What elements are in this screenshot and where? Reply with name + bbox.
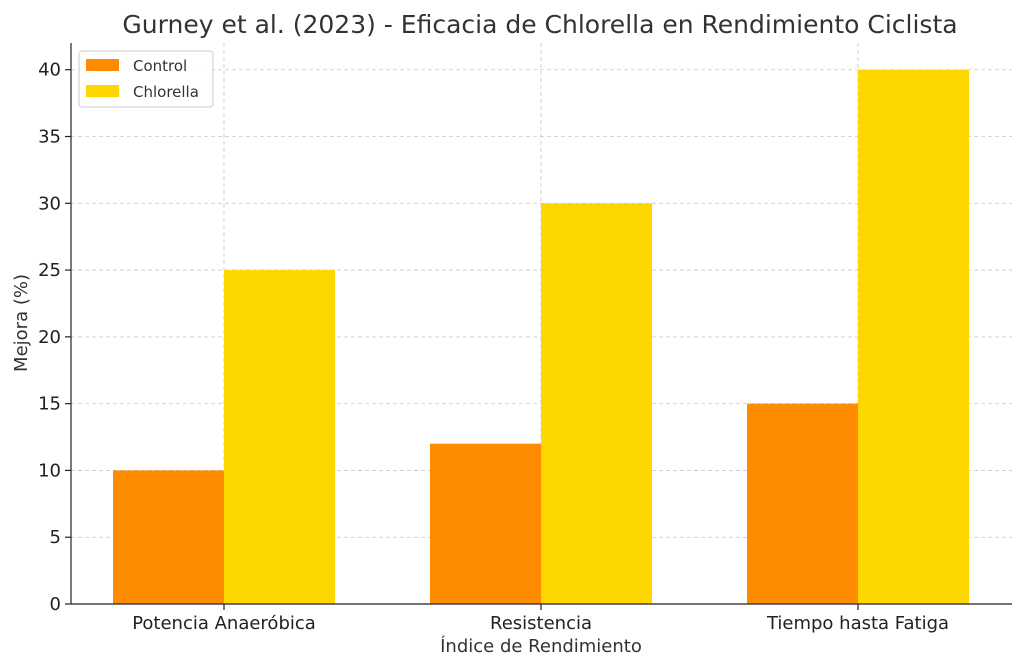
axes-layer: 0 5 10 15 20 25 30 35 40 Potencia Anaeróbica Resis… <box>38 43 1012 634</box>
bars-layer <box>113 69 969 605</box>
y-tick-label: 0 <box>50 594 61 615</box>
chart-title: Gurney et al. (2023) - Eficacia de Chlor… <box>122 10 957 39</box>
bar-control-0 <box>113 470 224 604</box>
y-tick-label: 20 <box>38 327 61 348</box>
y-tick-label: 15 <box>38 394 61 415</box>
bar-chlorella-0 <box>224 270 335 604</box>
x-tick-label: Potencia Anaeróbica <box>132 613 316 634</box>
bar-control-2 <box>747 403 858 604</box>
x-tick-label: Tiempo hasta Fatiga <box>766 613 949 634</box>
legend-swatch-chlorella <box>86 85 119 97</box>
y-tick-label: 10 <box>38 460 61 481</box>
y-tick-label: 25 <box>38 260 61 281</box>
y-axis-label: Mejora (%) <box>11 274 32 372</box>
bar-control-1 <box>430 443 541 604</box>
legend-label-chlorella: Chlorella <box>133 83 199 101</box>
legend-label-control: Control <box>133 57 187 75</box>
x-axis-label: Índice de Rendimiento <box>440 635 642 657</box>
y-tick-label: 5 <box>50 527 61 548</box>
y-tick-label: 30 <box>38 193 61 214</box>
x-tick-label: Resistencia <box>490 613 592 634</box>
legend: Control Chlorella <box>78 50 214 108</box>
legend-swatch-control <box>86 59 119 71</box>
bar-chlorella-2 <box>858 69 969 604</box>
y-tick-label: 35 <box>38 127 61 148</box>
bar-chlorella-1 <box>541 203 652 605</box>
y-tick-label: 40 <box>38 60 61 81</box>
